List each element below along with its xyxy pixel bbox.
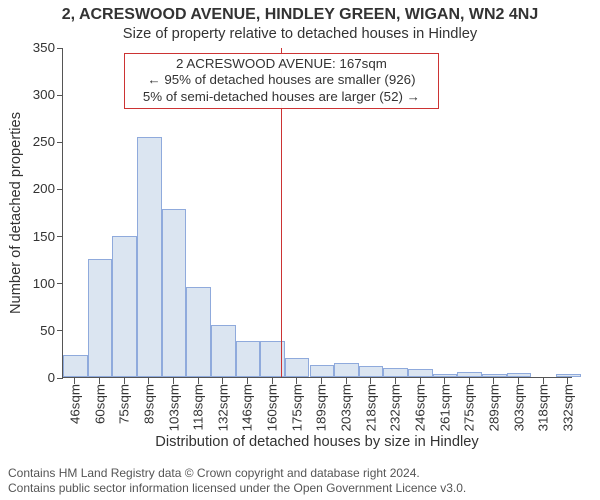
footer-attribution: Contains HM Land Registry data © Crown c…: [8, 466, 466, 496]
histogram-chart: Number of detached properties 0501001502…: [0, 48, 600, 500]
histogram-bar: [482, 374, 507, 377]
annotation-line: 5% of semi-detached houses are larger (5…: [131, 89, 432, 106]
annotation-line: 2 ACRESWOOD AVENUE: 167sqm: [131, 56, 432, 73]
histogram-bar: [211, 325, 236, 377]
x-axis-label: Distribution of detached houses by size …: [62, 434, 572, 450]
histogram-bar: [112, 236, 137, 377]
y-axis-label: Number of detached properties: [8, 112, 24, 314]
histogram-bar: [137, 137, 162, 377]
footer-line-2: Contains public sector information licen…: [8, 481, 466, 496]
plot-area: 05010015020025030035046sqm60sqm75sqm89sq…: [62, 48, 572, 378]
histogram-bar: [236, 341, 261, 377]
histogram-bar: [408, 369, 433, 377]
histogram-bar: [507, 373, 532, 377]
footer-line-1: Contains HM Land Registry data © Crown c…: [8, 466, 466, 481]
histogram-bar: [310, 365, 335, 377]
page-title: 2, ACRESWOOD AVENUE, HINDLEY GREEN, WIGA…: [0, 6, 600, 24]
histogram-bar: [556, 374, 581, 377]
histogram-bar: [88, 259, 113, 377]
histogram-bar: [383, 368, 408, 377]
page-subtitle: Size of property relative to detached ho…: [0, 26, 600, 42]
histogram-bar: [359, 366, 384, 377]
histogram-bar: [63, 355, 88, 377]
histogram-bar: [162, 209, 187, 377]
histogram-bar: [433, 374, 458, 377]
histogram-bar: [186, 287, 211, 377]
annotation-box: 2 ACRESWOOD AVENUE: 167sqm← 95% of detac…: [124, 53, 439, 109]
annotation-line: ← 95% of detached houses are smaller (92…: [131, 72, 432, 89]
histogram-bar: [457, 372, 482, 377]
histogram-bar: [334, 363, 359, 377]
histogram-bar: [285, 358, 310, 377]
